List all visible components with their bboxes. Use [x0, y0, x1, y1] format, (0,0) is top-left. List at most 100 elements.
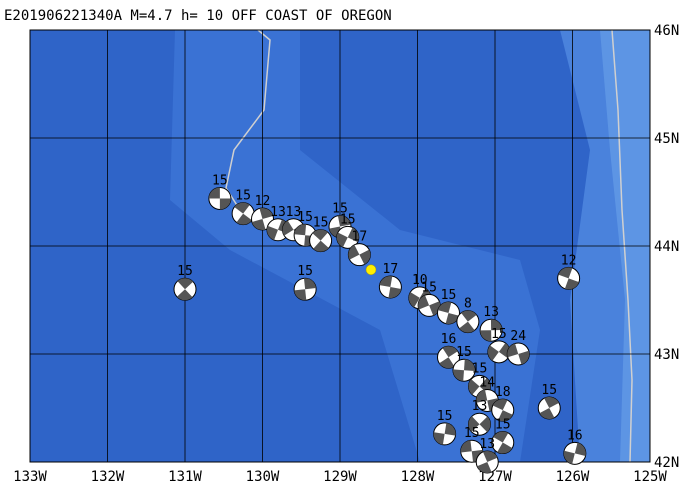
depth-label: 16 — [441, 332, 457, 347]
beachball-quadrant — [574, 442, 586, 457]
beachball — [468, 412, 491, 436]
beachball-quadrant — [461, 310, 477, 322]
depth-label: 13 — [483, 305, 499, 320]
beachball-quadrant — [312, 229, 328, 241]
depth-label: 15 — [456, 345, 472, 360]
depth-label: 15 — [340, 212, 356, 227]
beachball-quadrant — [359, 249, 371, 265]
beachball-quadrant — [259, 207, 274, 219]
x-tick-label: 133W — [13, 469, 47, 485]
beachball-quadrant — [444, 423, 456, 436]
beachball-quadrant — [294, 224, 307, 236]
y-tick-label: 44N — [654, 239, 679, 255]
depth-label: 15 — [437, 409, 453, 424]
beachball-quadrant — [487, 345, 499, 361]
beachball-quadrant — [563, 450, 575, 465]
beachball — [309, 229, 333, 253]
beachball-quadrant — [336, 232, 348, 248]
beachball — [506, 342, 530, 366]
beachball-quadrant — [176, 289, 193, 301]
beachball — [475, 450, 499, 474]
beachball-quadrant — [490, 319, 503, 331]
beachball-quadrant — [234, 202, 250, 214]
beachball-quadrant — [476, 389, 488, 403]
beachball — [378, 275, 402, 299]
y-tick-label: 45N — [654, 131, 679, 147]
x-tick-label: 128W — [401, 469, 435, 485]
depth-label: 18 — [495, 385, 511, 400]
beachball-quadrant — [267, 225, 278, 241]
depth-label: 15 — [212, 173, 228, 188]
beachball — [456, 310, 480, 334]
beachball — [437, 301, 460, 325]
beachball-quadrant — [303, 278, 317, 290]
beachball-quadrant — [480, 330, 492, 342]
beachball-quadrant — [439, 357, 455, 369]
beachball-quadrant — [236, 213, 252, 225]
depth-label: 13 — [270, 205, 286, 220]
depth-label: 15 — [464, 426, 480, 441]
beachball — [336, 225, 360, 249]
beachball-quadrant — [558, 267, 573, 279]
beachball-quadrant — [477, 462, 492, 474]
beachball-quadrant — [177, 278, 194, 290]
beachball-quadrant — [208, 187, 220, 199]
beachball-quadrant — [471, 449, 483, 463]
beachball — [208, 186, 232, 210]
beachball — [487, 340, 511, 364]
beachball-quadrant — [294, 289, 307, 301]
beachball — [293, 277, 317, 301]
depth-label: 15 — [541, 383, 557, 398]
depth-label: 15 — [495, 418, 511, 433]
beachball-quadrant — [518, 350, 530, 365]
beachball-quadrant — [464, 359, 475, 371]
beachball-quadrant — [539, 408, 555, 419]
depth-label: 15 — [297, 210, 313, 225]
depth-label: 15 — [332, 202, 348, 217]
depth-label: 15 — [235, 189, 251, 204]
x-tick-label: 132W — [91, 469, 125, 485]
beachball-quadrant — [459, 321, 475, 333]
beachball-quadrant — [493, 431, 509, 443]
beachball-quadrant — [219, 198, 231, 210]
beachball-quadrant — [445, 312, 460, 324]
beachball-quadrant — [433, 432, 445, 445]
depth-label: 10 — [412, 273, 428, 288]
beachball-quadrant — [408, 292, 420, 308]
depth-label: 15 — [177, 264, 193, 279]
beachball-quadrant — [347, 227, 359, 243]
beachball — [417, 293, 441, 317]
x-tick-label: 129W — [323, 469, 357, 485]
depth-label: 17 — [383, 262, 399, 277]
x-tick-label: 125W — [633, 469, 667, 485]
beachball-quadrant — [507, 343, 519, 358]
beachball — [460, 439, 484, 463]
depth-label: 15 — [491, 327, 507, 342]
beachball-quadrant — [313, 240, 329, 252]
depth-label: 14 — [479, 375, 495, 390]
beachball-quadrant — [337, 215, 351, 227]
beachball-quadrant — [418, 295, 430, 310]
depth-label: 12 — [255, 194, 271, 209]
beachball-quadrant — [544, 397, 559, 408]
depth-label: 8 — [464, 297, 472, 312]
beachball-quadrant — [468, 416, 480, 432]
beachball-quadrant — [282, 220, 294, 236]
depth-label: 15 — [441, 288, 457, 303]
beachball — [452, 358, 476, 382]
depth-label: 12 — [561, 253, 577, 268]
beachball — [479, 318, 503, 342]
beachball — [563, 441, 587, 465]
y-tick-label: 43N — [654, 347, 679, 363]
depth-label: 13 — [479, 437, 495, 452]
y-tick-label: 42N — [654, 455, 679, 471]
y-tick-label: 46N — [654, 23, 679, 39]
event-epicenter — [365, 264, 377, 276]
depth-label: 13 — [472, 399, 488, 414]
beachball — [173, 277, 197, 301]
beachball-quadrant — [479, 416, 491, 433]
depth-label: 15 — [313, 216, 329, 231]
depth-label: 15 — [421, 280, 437, 295]
beachball — [557, 266, 581, 290]
